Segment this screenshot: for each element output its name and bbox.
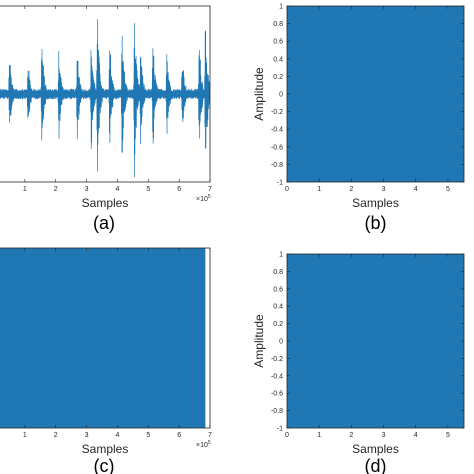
y-tick-label: -0.4 [271,373,283,380]
x-tick-label: 2 [54,432,58,439]
y-tick-label: -0.2 [271,356,283,363]
signal-line [0,19,210,178]
y-tick-label: 0.8 [273,21,283,28]
x-exponent-label: ×105 [196,194,211,203]
panel-caption: (c) [94,456,115,474]
y-tick-label: 0.6 [273,286,283,293]
x-axis-label: Samples [352,196,399,210]
x-axis-label: Samples [352,442,399,456]
y-tick-label: 0.2 [273,321,283,328]
y-tick-label: -0.4 [271,127,283,134]
y-tick-label: 0.4 [273,304,283,311]
y-tick-label: 0.8 [273,269,283,276]
x-tick-label: 5 [146,186,150,193]
x-tick-label: 2 [54,186,58,193]
panel-caption: (b) [365,213,387,233]
x-tick-label: 0 [285,186,289,193]
x-tick-label: 1 [317,186,321,193]
x-tick-label: 1 [23,186,27,193]
y-axis-label: Amplitude [252,67,266,121]
signal-baseline [0,91,210,97]
x-tick-label: 5 [446,432,450,439]
x-exponent-power: 5 [208,194,211,200]
x-tick-label: 1 [317,432,321,439]
x-exponent-power: 5 [208,440,211,446]
y-tick-label: 0.2 [273,74,283,81]
x-tick-label: 2 [349,186,353,193]
x-axis-label: Samples [82,442,129,456]
y-tick-label: -0.6 [271,391,283,398]
signal-fill [0,248,206,428]
x-tick-label: 7 [208,186,212,193]
x-tick-label: 5 [446,186,450,193]
y-axis-label: Amplitude [252,314,266,368]
panel-b: 0 1 2 3 4 5 1 0.8 0.6 0.4 0.2 0 -0.2 -0.4 -0.6 -0.8 -1 Sa… [252,4,465,233]
y-tick-label: 0.4 [273,56,283,63]
x-tick-label: 0 [285,432,289,439]
y-tick-label: -0.8 [271,408,283,415]
x-tick-label: 3 [382,432,386,439]
panel-caption: (d) [365,456,387,474]
y-tick-label: -1 [277,180,283,187]
x-tick-label: 6 [177,432,181,439]
panel-caption: (a) [93,213,115,233]
x-tick-label: 6 [177,186,181,193]
x-exponent-base: ×10 [196,196,208,203]
x-tick-label: 2 [349,432,353,439]
signal-fill [287,6,464,182]
x-axis-label: Samples [82,196,129,210]
y-tick-label: 1 [279,4,283,11]
x-tick-label: 3 [85,186,89,193]
y-tick-label: 1 [279,252,283,259]
signal-fill [287,254,464,428]
x-tick-label: 5 [146,432,150,439]
y-tick-label: -1 [277,426,283,433]
x-tick-label: 4 [115,432,119,439]
y-tick-label: 0 [279,339,283,346]
plot-frame [0,5,211,183]
x-tick-label: 3 [85,432,89,439]
y-tick-label: -0.8 [271,162,283,169]
y-tick-label: 0 [279,92,283,99]
x-exponent-base: ×10 [196,442,208,449]
x-tick-label: 1 [23,432,27,439]
x-tick-label: 4 [414,186,418,193]
plot-frame [0,247,211,429]
x-tick-label: 7 [208,432,212,439]
y-tick-label: -0.6 [271,144,283,151]
panel-d: 0 1 2 3 4 5 1 0.8 0.6 0.4 0.2 0 -0.2 -0.4 -0.6 -0.8 -1 Sa… [252,252,465,474]
x-tick-label: 4 [414,432,418,439]
x-tick-label: 3 [382,186,386,193]
y-tick-label: 0.6 [273,39,283,46]
x-exponent-label: ×105 [196,440,211,449]
x-tick-label: 4 [115,186,119,193]
y-tick-label: -0.2 [271,109,283,116]
